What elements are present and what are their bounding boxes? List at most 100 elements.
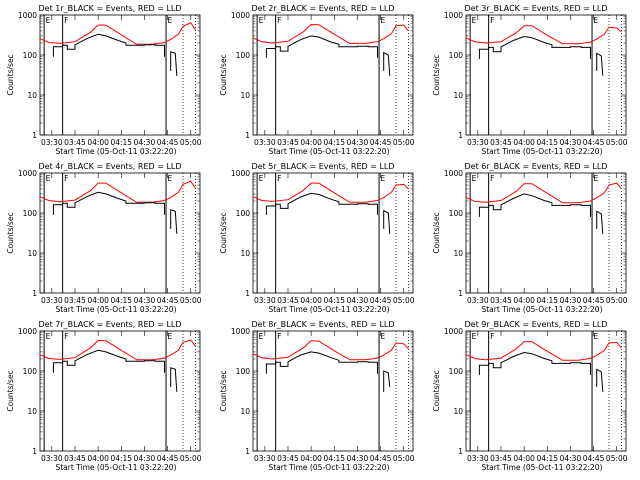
x-axis-label: Start Time (05-Oct-11 03:22:20) — [481, 463, 602, 472]
event-marker-label: E — [259, 174, 264, 183]
event-marker-label: E — [46, 16, 51, 25]
detector-panel-7: Det 7r_BLACK = Events, RED = LLD 1 10 100 10… — [6, 320, 202, 472]
x-tick-label: 05:00 — [393, 454, 415, 463]
plot-frame — [39, 14, 201, 136]
y-tick-label: 10 — [240, 407, 250, 416]
events-series-line — [265, 35, 378, 58]
panel-title: Det 4r_BLACK = Events, RED = LLD — [38, 162, 181, 171]
event-marker-label: E — [594, 16, 599, 25]
lld-series-line — [39, 22, 196, 45]
x-tick-label: 05:00 — [606, 296, 628, 305]
y-tick-label: 10 — [240, 91, 250, 100]
event-marker-label: E — [381, 332, 386, 341]
x-tick-label: 04:30 — [134, 296, 156, 305]
y-axis: 1 10 100 1000 — [231, 11, 413, 140]
event-marker-label: F — [64, 332, 68, 341]
detector-panel-5: Det 5r_BLACK = Events, RED = LLD 1 10 100 10… — [219, 162, 415, 314]
x-tick-label: 04:30 — [347, 454, 369, 463]
detector-panel-4: Det 4r_BLACK = Events, RED = LLD 1 10 100 10… — [6, 162, 202, 314]
x-tick-label: 04:30 — [134, 138, 156, 147]
y-axis: 1 10 100 1000 — [444, 169, 626, 298]
y-axis-label: Counts/sec — [6, 212, 15, 253]
x-tick-label: 04:45 — [157, 454, 179, 463]
panel-title: Det 1r_BLACK = Events, RED = LLD — [38, 4, 181, 13]
panel-title: Det 9r_BLACK = Events, RED = LLD — [464, 320, 607, 329]
x-axis: 03:30 03:45 04:00 04:15 04:30 04:45 05:00 — [467, 15, 628, 147]
plot-frame — [465, 14, 627, 136]
x-tick-label: 04:15 — [110, 138, 132, 147]
event-marker-label: E — [594, 332, 599, 341]
detector-panel-9: Det 9r_BLACK = Events, RED = LLD 1 10 100 10… — [432, 320, 628, 472]
y-tick-label: 100 — [449, 51, 464, 60]
x-axis-label: Start Time (05-Oct-11 03:22:20) — [481, 305, 602, 314]
x-tick-label: 03:45 — [490, 138, 512, 147]
x-tick-label: 03:30 — [254, 296, 276, 305]
y-axis: 1 10 100 1000 — [231, 327, 413, 456]
event-marker-label: E — [168, 16, 173, 25]
panel-title: Det 6r_BLACK = Events, RED = LLD — [464, 162, 607, 171]
panel-title: Det 7r_BLACK = Events, RED = LLD — [38, 320, 181, 329]
x-tick-label: 05:00 — [180, 454, 202, 463]
x-tick-label: 04:15 — [536, 454, 558, 463]
y-tick-label: 10 — [240, 249, 250, 258]
event-marker-label: E — [168, 332, 173, 341]
y-tick-label: 1 — [245, 447, 250, 456]
panel-title: Det 5r_BLACK = Events, RED = LLD — [251, 162, 394, 171]
event-marker-label: E — [381, 16, 386, 25]
y-axis: 1 10 100 1000 — [444, 327, 626, 456]
plot-frame — [39, 172, 201, 294]
x-axis-label: Start Time (05-Oct-11 03:22:20) — [55, 147, 176, 156]
x-axis: 03:30 03:45 04:00 04:15 04:30 04:45 05:00 — [254, 331, 415, 463]
x-axis: 03:30 03:45 04:00 04:15 04:30 04:45 05:00 — [41, 173, 202, 305]
event-marker-label: E — [472, 332, 477, 341]
event-marker-label: F — [490, 174, 494, 183]
y-tick-label: 10 — [27, 249, 37, 258]
x-tick-label: 04:15 — [323, 296, 345, 305]
x-tick-label: 04:45 — [157, 296, 179, 305]
y-tick-label: 10 — [453, 249, 463, 258]
detector-panel-8: Det 8r_BLACK = Events, RED = LLD 1 10 100 10… — [219, 320, 415, 472]
lld-series-line — [465, 341, 622, 361]
x-tick-label: 03:30 — [41, 138, 63, 147]
event-marker-label: E — [46, 174, 51, 183]
y-tick-label: 10 — [27, 91, 37, 100]
plot-frame — [39, 330, 201, 452]
lld-series-line — [465, 182, 622, 204]
lld-series-line — [252, 340, 409, 361]
lld-series-line — [39, 339, 196, 361]
x-tick-label: 04:00 — [87, 296, 109, 305]
y-tick-label: 100 — [449, 367, 464, 376]
y-tick-label: 1 — [458, 447, 463, 456]
lld-series-line — [252, 23, 409, 44]
y-axis-label: Counts/sec — [219, 370, 228, 411]
y-axis-label: Counts/sec — [432, 370, 441, 411]
detector-panel-2: Det 2r_BLACK = Events, RED = LLD 1 10 100 10… — [219, 4, 415, 156]
events-series-line — [170, 209, 178, 234]
y-axis-label: Counts/sec — [6, 370, 15, 411]
y-axis: 1 10 100 1000 — [231, 169, 413, 298]
panel-title: Det 3r_BLACK = Events, RED = LLD — [464, 4, 607, 13]
y-tick-label: 1000 — [18, 11, 37, 20]
x-tick-label: 04:45 — [583, 296, 605, 305]
y-tick-label: 1000 — [231, 11, 250, 20]
x-tick-label: 03:30 — [467, 138, 489, 147]
event-marker-label: E — [259, 332, 264, 341]
y-tick-label: 100 — [236, 51, 251, 60]
events-series-line — [478, 193, 591, 217]
y-tick-label: 1 — [245, 289, 250, 298]
x-axis: 03:30 03:45 04:00 04:15 04:30 04:45 05:00 — [467, 173, 628, 305]
y-tick-label: 1000 — [444, 11, 463, 20]
x-tick-label: 04:30 — [560, 296, 582, 305]
x-axis-label: Start Time (05-Oct-11 03:22:20) — [268, 147, 389, 156]
x-tick-label: 04:00 — [87, 454, 109, 463]
event-marker-label: E — [381, 174, 386, 183]
x-tick-label: 04:45 — [583, 454, 605, 463]
events-series-line — [596, 52, 604, 76]
plot-frame — [252, 172, 414, 294]
x-tick-label: 04:30 — [347, 138, 369, 147]
y-tick-label: 100 — [23, 51, 38, 60]
events-series-line — [52, 191, 165, 215]
x-axis: 03:30 03:45 04:00 04:15 04:30 04:45 05:00 — [254, 15, 415, 147]
y-tick-label: 10 — [453, 407, 463, 416]
x-axis: 03:30 03:45 04:00 04:15 04:30 04:45 05:00 — [41, 15, 202, 147]
